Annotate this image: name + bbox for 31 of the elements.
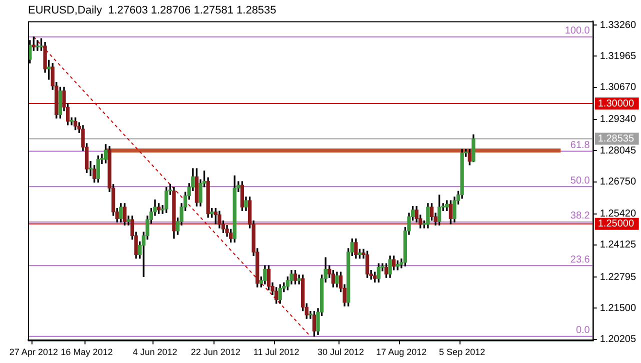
ref-line-label: 1.28535 (598, 134, 634, 145)
x-tick-label: 17 Aug 2012 (376, 347, 427, 358)
annotation: 61.8 (570, 140, 590, 151)
x-tick-label: 4 Jun 2012 (132, 347, 178, 358)
y-tick-label: 1.22795 (600, 272, 636, 283)
y-tick-label: 1.28045 (600, 145, 636, 156)
x-tick-label: 30 Jul 2012 (317, 347, 364, 358)
annotation: 100.0 (564, 26, 590, 37)
annotation: 50.0 (570, 175, 590, 186)
annotation: 0.0 (576, 325, 590, 336)
y-tick-label: 1.21500 (600, 302, 636, 314)
candlestick (126, 216, 130, 226)
x-tick-label: 22 Jun 2012 (190, 347, 240, 358)
candlestick (36, 40, 40, 51)
y-tick-label: 1.31965 (600, 50, 636, 62)
ref-line-label: 1.25000 (598, 218, 634, 230)
y-tick-label: 1.24125 (600, 240, 636, 251)
y-tick-label: 1.20205 (600, 334, 636, 346)
x-tick-label: 16 May 2012 (60, 347, 113, 358)
y-tick-label: 1.30670 (600, 82, 636, 94)
x-tick-label: 11 Jul 2012 (253, 347, 300, 358)
chart-title: EURUSD,Daily 1.27603 1.28706 1.27581 1.28535 (28, 4, 276, 17)
x-tick-label: 5 Sep 2012 (439, 347, 486, 358)
y-tick-label: 1.25420 (600, 208, 636, 220)
annotation: 38.2 (570, 210, 590, 222)
ref-line-label: 1.30000 (598, 98, 634, 110)
y-tick-label: 1.26750 (600, 176, 636, 188)
annotation: 23.6 (570, 254, 590, 266)
y-tick-label: 1.33260 (600, 20, 636, 31)
x-tick-label: 27 Apr 2012 (9, 347, 58, 358)
y-tick-label: 1.29340 (600, 114, 636, 126)
